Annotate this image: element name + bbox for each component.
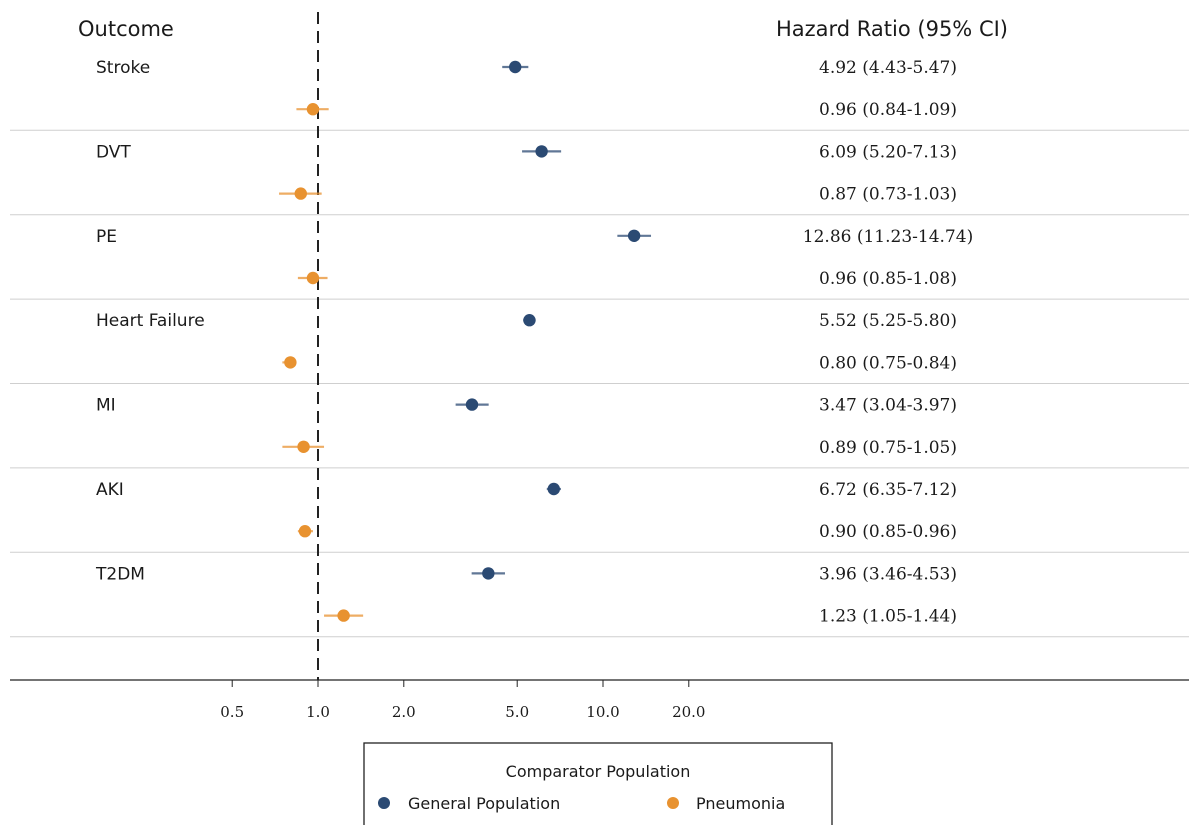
hr-point-t2dm-general-population — [482, 567, 495, 580]
legend-label-general-population: General Population — [408, 794, 560, 813]
row-separators — [10, 129, 1189, 638]
hr-label-dvt-pneumonia: 0.87 (0.73-1.03) — [819, 185, 957, 205]
outcome-label-dvt: DVT — [96, 142, 131, 162]
hr-point-mi-general-population — [465, 398, 479, 411]
outcome-label-heart-failure: Heart Failure — [96, 311, 205, 331]
hr-label-aki-general-population: 6.72 (6.35-7.12) — [819, 480, 957, 500]
hazard-ratio-column-header: Hazard Ratio (95% CI) — [776, 17, 1008, 41]
x-tick-label-5-0: 5.0 — [505, 703, 529, 721]
legend-title: Comparator Population — [506, 762, 691, 781]
outcome-label-stroke: Stroke — [96, 58, 150, 78]
hr-point-stroke-pneumonia — [306, 103, 320, 116]
hr-point-heart-failure-general-population — [523, 314, 536, 327]
hr-label-stroke-general-population: 4.92 (4.43-5.47) — [819, 58, 957, 78]
x-tick-label-2-0: 2.0 — [392, 703, 416, 721]
outcome-label-t2dm: T2DM — [95, 564, 145, 584]
legend-marker-general-population — [378, 797, 390, 809]
legend: Comparator Population General Population… — [363, 742, 833, 825]
hr-point-dvt-pneumonia — [294, 187, 307, 200]
outcome-label-aki: AKI — [96, 480, 124, 500]
hr-point-aki-general-population — [547, 482, 561, 496]
hr-label-heart-failure-general-population: 5.52 (5.25-5.80) — [819, 311, 957, 331]
hr-point-t2dm-pneumonia — [337, 609, 350, 622]
legend-box — [363, 742, 833, 825]
x-tick-label-20-0: 20.0 — [672, 703, 705, 721]
hr-label-mi-general-population: 3.47 (3.04-3.97) — [819, 396, 957, 416]
legend-marker-pneumonia — [667, 797, 679, 809]
hr-point-pe-pneumonia — [306, 271, 320, 285]
hr-point-aki-pneumonia — [298, 525, 312, 538]
hr-label-t2dm-pneumonia: 1.23 (1.05-1.44) — [819, 607, 957, 627]
x-tick-label-10-0: 10.0 — [586, 703, 619, 721]
hr-point-mi-pneumonia — [297, 440, 310, 453]
hr-point-pe-general-population — [627, 229, 641, 242]
hr-label-stroke-pneumonia: 0.96 (0.84-1.09) — [819, 100, 957, 120]
hr-label-mi-pneumonia: 0.89 (0.75-1.05) — [819, 438, 957, 458]
legend-label-pneumonia: Pneumonia — [696, 794, 785, 813]
data-rows: Stroke 4.92 (4.43-5.47) 0.96 (0.84-1.09) DV… — [95, 58, 973, 627]
hr-label-heart-failure-pneumonia: 0.80 (0.75-0.84) — [819, 353, 957, 373]
hr-point-heart-failure-pneumonia — [284, 356, 297, 369]
x-axis-ticks: 0.5 1.0 2.0 5.0 10.0 20.0 — [220, 680, 705, 721]
x-tick-label-1-0: 1.0 — [306, 703, 330, 721]
outcome-column-header: Outcome — [78, 17, 174, 41]
hr-point-dvt-general-population — [535, 145, 548, 158]
hr-label-t2dm-general-population: 3.96 (3.46-4.53) — [819, 564, 957, 584]
outcome-label-pe: PE — [96, 227, 117, 247]
hr-label-dvt-general-population: 6.09 (5.20-7.13) — [819, 142, 957, 162]
hr-label-pe-general-population: 12.86 (11.23-14.74) — [803, 227, 973, 247]
hr-label-aki-pneumonia: 0.90 (0.85-0.96) — [819, 522, 957, 542]
hr-point-stroke-general-population — [509, 60, 522, 74]
outcome-label-mi: MI — [96, 396, 116, 416]
hr-label-pe-pneumonia: 0.96 (0.85-1.08) — [819, 269, 957, 289]
x-tick-label-0-5: 0.5 — [220, 703, 244, 721]
